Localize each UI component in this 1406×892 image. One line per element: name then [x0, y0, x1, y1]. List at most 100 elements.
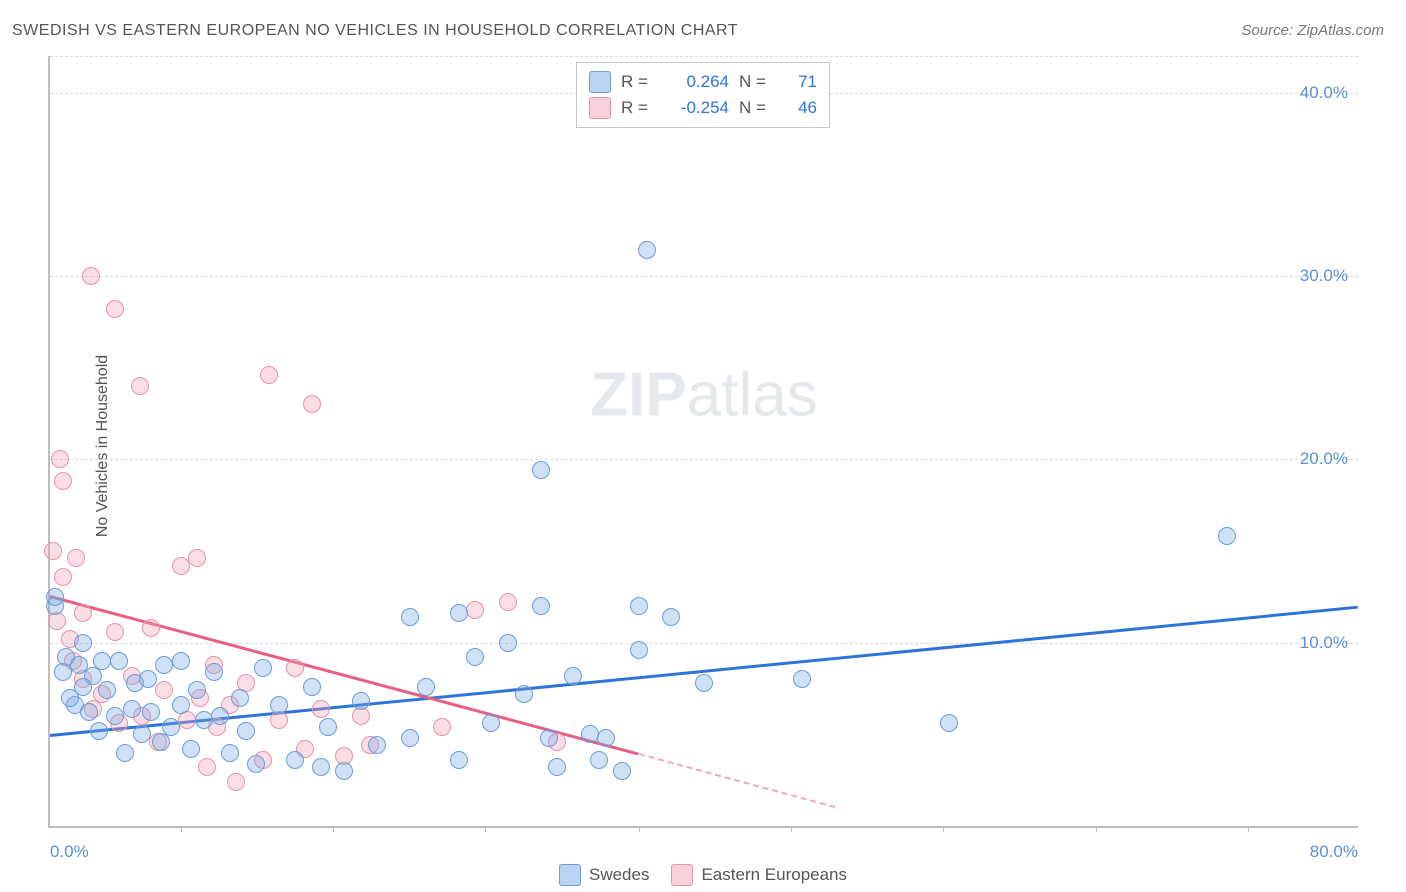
gridline [50, 276, 1358, 277]
data-point-swedes [172, 696, 190, 714]
data-point-swedes [532, 461, 550, 479]
data-point-swedes [80, 703, 98, 721]
data-point-swedes [303, 678, 321, 696]
data-point-swedes [312, 758, 330, 776]
data-point-eastern-europeans [74, 604, 92, 622]
data-point-swedes [123, 700, 141, 718]
data-point-swedes [237, 722, 255, 740]
data-point-eastern-europeans [198, 758, 216, 776]
data-point-eastern-europeans [142, 619, 160, 637]
r-label: R = [621, 98, 655, 118]
data-point-eastern-europeans [227, 773, 245, 791]
data-point-eastern-europeans [466, 601, 484, 619]
legend-label: Eastern Europeans [701, 865, 847, 885]
data-point-swedes [695, 674, 713, 692]
data-point-eastern-europeans [312, 700, 330, 718]
x-tick [791, 826, 792, 832]
data-point-swedes [417, 678, 435, 696]
data-point-swedes [335, 762, 353, 780]
data-point-swedes [352, 692, 370, 710]
data-point-eastern-europeans [54, 472, 72, 490]
watermark: ZIPatlas [590, 359, 817, 430]
data-point-swedes [142, 703, 160, 721]
data-point-swedes [139, 670, 157, 688]
legend-row: R = 0.264 N = 71 [589, 69, 817, 95]
data-point-swedes [46, 588, 64, 606]
trendline-swedes [50, 606, 1358, 737]
r-value: 0.264 [665, 72, 729, 92]
plot-area: ZIPatlas 10.0%20.0%30.0%40.0%0.0%80.0% [48, 56, 1358, 828]
data-point-swedes [940, 714, 958, 732]
x-tick [181, 826, 182, 832]
x-tick-label: 80.0% [1310, 842, 1358, 862]
data-point-swedes [188, 681, 206, 699]
data-point-eastern-europeans [260, 366, 278, 384]
data-point-swedes [613, 762, 631, 780]
data-point-swedes [597, 729, 615, 747]
data-point-swedes [532, 597, 550, 615]
y-tick-label: 20.0% [1300, 449, 1348, 469]
data-point-swedes [133, 725, 151, 743]
x-tick [333, 826, 334, 832]
r-value: -0.254 [665, 98, 729, 118]
data-point-eastern-europeans [51, 450, 69, 468]
legend-correlation: R = 0.264 N = 71 R = -0.254 N = 46 [576, 62, 830, 128]
legend-swatch-blue [559, 864, 581, 886]
data-point-swedes [106, 707, 124, 725]
data-point-eastern-europeans [106, 300, 124, 318]
x-tick [639, 826, 640, 832]
data-point-swedes [548, 758, 566, 776]
data-point-swedes [93, 652, 111, 670]
data-point-swedes [662, 608, 680, 626]
data-point-swedes [630, 641, 648, 659]
data-point-eastern-europeans [433, 718, 451, 736]
data-point-swedes [211, 707, 229, 725]
legend-swatch-blue [589, 71, 611, 93]
data-point-swedes [286, 751, 304, 769]
gridline [50, 56, 1358, 57]
data-point-swedes [368, 736, 386, 754]
y-tick-label: 10.0% [1300, 633, 1348, 653]
y-tick-label: 40.0% [1300, 83, 1348, 103]
legend-row: R = -0.254 N = 46 [589, 95, 817, 121]
data-point-swedes [515, 685, 533, 703]
data-point-swedes [466, 648, 484, 666]
x-tick [943, 826, 944, 832]
legend-item: Swedes [559, 864, 649, 886]
r-label: R = [621, 72, 655, 92]
source-value: ZipAtlas.com [1297, 22, 1384, 39]
data-point-swedes [499, 634, 517, 652]
data-point-eastern-europeans [106, 623, 124, 641]
data-point-swedes [172, 652, 190, 670]
data-point-eastern-europeans [82, 267, 100, 285]
data-point-eastern-europeans [499, 593, 517, 611]
data-point-swedes [155, 656, 173, 674]
data-point-eastern-europeans [155, 681, 173, 699]
gridline [50, 459, 1358, 460]
gridline [50, 643, 1358, 644]
data-point-swedes [590, 751, 608, 769]
data-point-swedes [61, 689, 79, 707]
legend-swatch-pink [671, 864, 693, 886]
source-prefix: Source: [1241, 22, 1297, 39]
data-point-swedes [270, 696, 288, 714]
data-point-swedes [231, 689, 249, 707]
data-point-swedes [482, 714, 500, 732]
data-point-swedes [450, 604, 468, 622]
watermark-atlas: atlas [687, 360, 818, 429]
data-point-swedes [254, 659, 272, 677]
data-point-eastern-europeans [286, 659, 304, 677]
n-label: N = [739, 72, 773, 92]
n-value: 71 [783, 72, 817, 92]
data-point-swedes [182, 740, 200, 758]
data-point-eastern-europeans [172, 557, 190, 575]
data-point-eastern-europeans [67, 549, 85, 567]
data-point-swedes [74, 634, 92, 652]
data-point-swedes [205, 663, 223, 681]
x-tick-label: 0.0% [50, 842, 89, 862]
data-point-eastern-europeans [54, 568, 72, 586]
data-point-eastern-europeans [188, 549, 206, 567]
trendline-eastern-europeans-extrapolated [638, 753, 835, 808]
data-point-swedes [1218, 527, 1236, 545]
legend-item: Eastern Europeans [671, 864, 847, 886]
